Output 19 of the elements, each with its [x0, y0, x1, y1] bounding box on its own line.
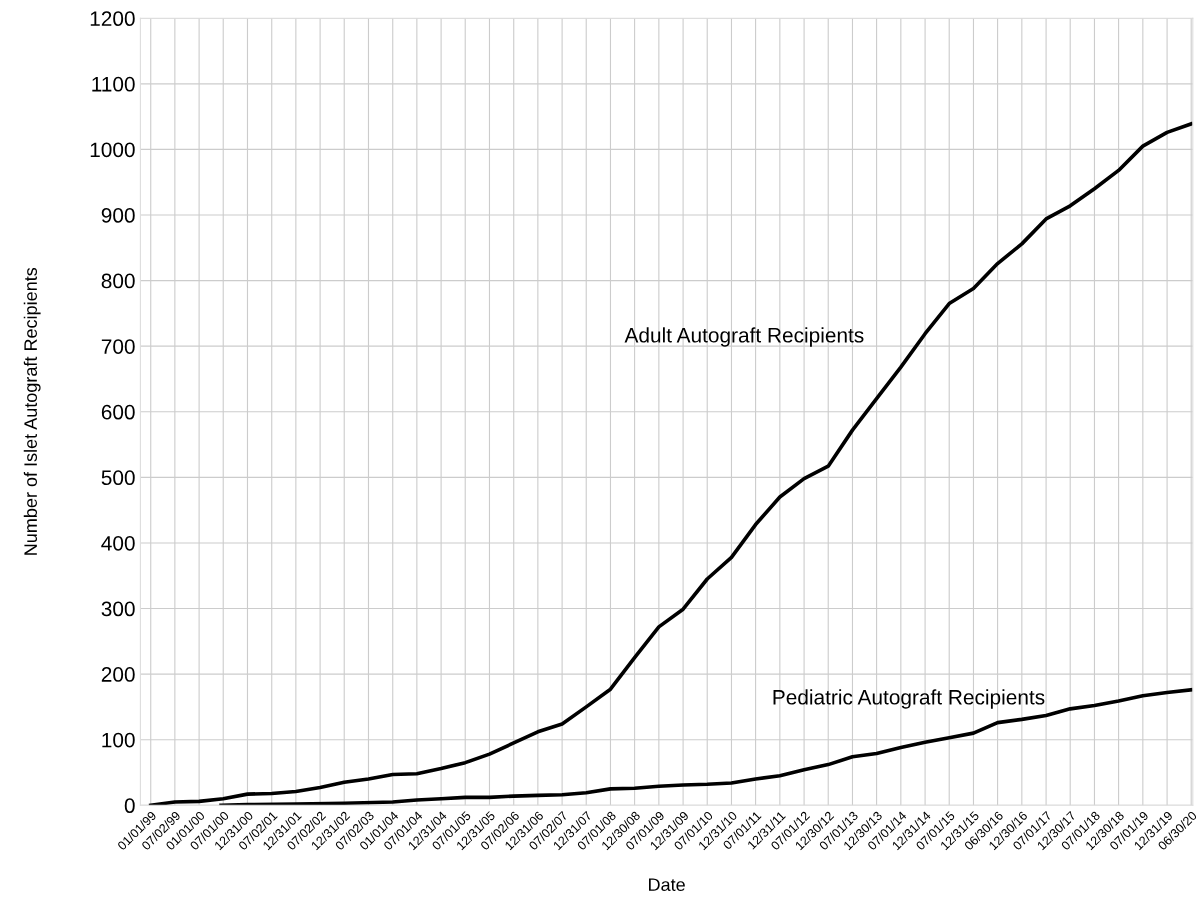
y-tick-label: 400: [101, 535, 135, 551]
y-tick-label: 100: [102, 732, 135, 748]
y-tick-label: 1100: [92, 76, 135, 92]
line-series: [148, 122, 1193, 806]
y-axis-title: Number of Islet Autograft Recipients: [23, 267, 41, 555]
y-tick-label: 900: [101, 208, 135, 223]
y-tick-label: 1000: [90, 142, 135, 158]
y-tick-label: 0: [124, 798, 135, 814]
series-label: Pediatric Autograft Recipients: [773, 689, 1045, 709]
y-tick-label: 500: [101, 470, 135, 486]
y-tick-label: 800: [101, 273, 135, 289]
y-tick-label: 700: [101, 339, 135, 354]
text: Adult Autograft Recipients: [624, 327, 864, 347]
y-tick-label: 600: [101, 404, 135, 420]
y-tick-label: 200: [101, 667, 135, 682]
x-axis-title: Date: [649, 878, 685, 892]
y-tick-label: 300: [101, 601, 135, 617]
line-series: [219, 688, 1193, 806]
y-tick-label: 1200: [90, 11, 135, 27]
